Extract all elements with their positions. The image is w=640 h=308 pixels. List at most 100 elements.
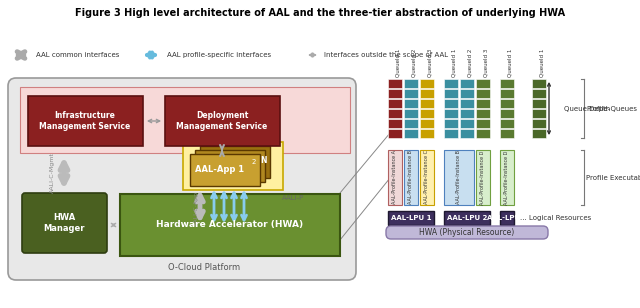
Bar [420, 89, 434, 98]
Text: N: N [260, 156, 266, 165]
Bar [500, 211, 514, 225]
Bar [28, 96, 143, 146]
Text: AAL-App 1: AAL-App 1 [195, 165, 244, 175]
Bar [476, 129, 490, 138]
Bar [183, 142, 283, 190]
Text: Figure 3 High level architecture of AAL and the three-tier abstraction of underl: Figure 3 High level architecture of AAL … [75, 8, 565, 18]
Text: AAL-Profile-Instance A: AAL-Profile-Instance A [392, 151, 397, 205]
Bar [500, 129, 514, 138]
Bar [500, 89, 514, 98]
Bar [460, 129, 474, 138]
Text: QueueId 3: QueueId 3 [427, 49, 432, 77]
Bar [404, 79, 418, 88]
Bar [444, 119, 458, 128]
FancyBboxPatch shape [22, 193, 107, 253]
Bar [460, 79, 474, 88]
Text: AAL profile-specific interfaces: AAL profile-specific interfaces [167, 52, 271, 58]
FancyBboxPatch shape [8, 78, 356, 280]
Bar [532, 89, 546, 98]
Bar [388, 150, 402, 205]
Bar [404, 129, 418, 138]
Text: QueueId 1: QueueId 1 [539, 49, 544, 77]
Bar [476, 150, 490, 205]
Text: O-Cloud Platform: O-Cloud Platform [168, 263, 240, 272]
Bar [420, 109, 434, 118]
Text: QueueId 1: QueueId 1 [507, 49, 512, 77]
Bar [444, 79, 458, 88]
Bar [388, 89, 402, 98]
Text: Profile Executables: Profile Executables [586, 175, 640, 180]
Text: AAL-Profile-Instance B: AAL-Profile-Instance B [456, 151, 461, 205]
Text: AAL-Profile-Instance D: AAL-Profile-Instance D [504, 150, 509, 205]
Bar [500, 109, 514, 118]
Bar [404, 99, 418, 108]
Bar [500, 150, 514, 205]
Bar [388, 109, 402, 118]
Bar [388, 211, 434, 225]
Text: AAL-LPU 3: AAL-LPU 3 [487, 215, 527, 221]
Text: AAL-Profile-Instance D: AAL-Profile-Instance D [481, 150, 486, 205]
Bar [420, 129, 434, 138]
Text: AALI-P: AALI-P [282, 195, 304, 201]
Text: QueueId 2: QueueId 2 [467, 49, 472, 77]
Bar [404, 109, 418, 118]
Text: Hardware Accelerator (HWA): Hardware Accelerator (HWA) [156, 221, 303, 229]
Bar [444, 150, 474, 205]
Bar [532, 99, 546, 108]
Bar [420, 150, 434, 205]
Bar [404, 89, 418, 98]
Bar [404, 150, 418, 205]
Bar [476, 99, 490, 108]
Bar [532, 79, 546, 88]
Text: AALI-C-App: AALI-C-App [193, 191, 198, 225]
Text: QueueId 1: QueueId 1 [395, 49, 400, 77]
Bar [532, 109, 546, 118]
Bar [444, 109, 458, 118]
Bar [500, 119, 514, 128]
Bar [444, 89, 458, 98]
Bar [460, 109, 474, 118]
Bar [420, 79, 434, 88]
Text: AAL-Profile-Instance B: AAL-Profile-Instance B [408, 151, 413, 205]
Bar [476, 119, 490, 128]
Text: HWA (Physical Resource): HWA (Physical Resource) [419, 228, 515, 237]
Text: Profile-Queues: Profile-Queues [586, 106, 637, 111]
Bar [195, 150, 265, 182]
Bar [20, 87, 350, 153]
Bar [476, 109, 490, 118]
Bar [190, 154, 260, 186]
Bar [420, 99, 434, 108]
Bar [200, 146, 270, 178]
Bar [532, 129, 546, 138]
Bar [388, 99, 402, 108]
Text: QueueId 1: QueueId 1 [451, 49, 456, 77]
Bar [460, 89, 474, 98]
Bar [460, 119, 474, 128]
Bar [500, 79, 514, 88]
Text: Infrastructure
Management Service: Infrastructure Management Service [40, 111, 131, 131]
Text: 2: 2 [252, 159, 257, 165]
Bar [388, 129, 402, 138]
Bar [444, 129, 458, 138]
Bar [476, 79, 490, 88]
Text: QueueId 3: QueueId 3 [483, 49, 488, 77]
FancyBboxPatch shape [386, 226, 548, 239]
Bar [420, 119, 434, 128]
Text: Deployment
Management Service: Deployment Management Service [177, 111, 268, 131]
Bar [120, 194, 340, 256]
Bar [444, 211, 490, 225]
Bar [388, 79, 402, 88]
Bar [460, 99, 474, 108]
Text: HWA
Manager: HWA Manager [44, 213, 84, 233]
Text: Interfaces outside the scope of AAL: Interfaces outside the scope of AAL [324, 52, 448, 58]
Text: QueueId 2: QueueId 2 [411, 49, 416, 77]
Bar [404, 119, 418, 128]
Text: AAL-Profile-Instance C: AAL-Profile-Instance C [424, 151, 429, 205]
Bar [388, 119, 402, 128]
Bar [444, 99, 458, 108]
Text: AALI-C-Mgmt: AALI-C-Mgmt [49, 152, 54, 193]
Bar [500, 99, 514, 108]
Bar [476, 89, 490, 98]
Text: AAL-LPU 2: AAL-LPU 2 [447, 215, 487, 221]
Text: Queue Depth: Queue Depth [564, 106, 611, 111]
